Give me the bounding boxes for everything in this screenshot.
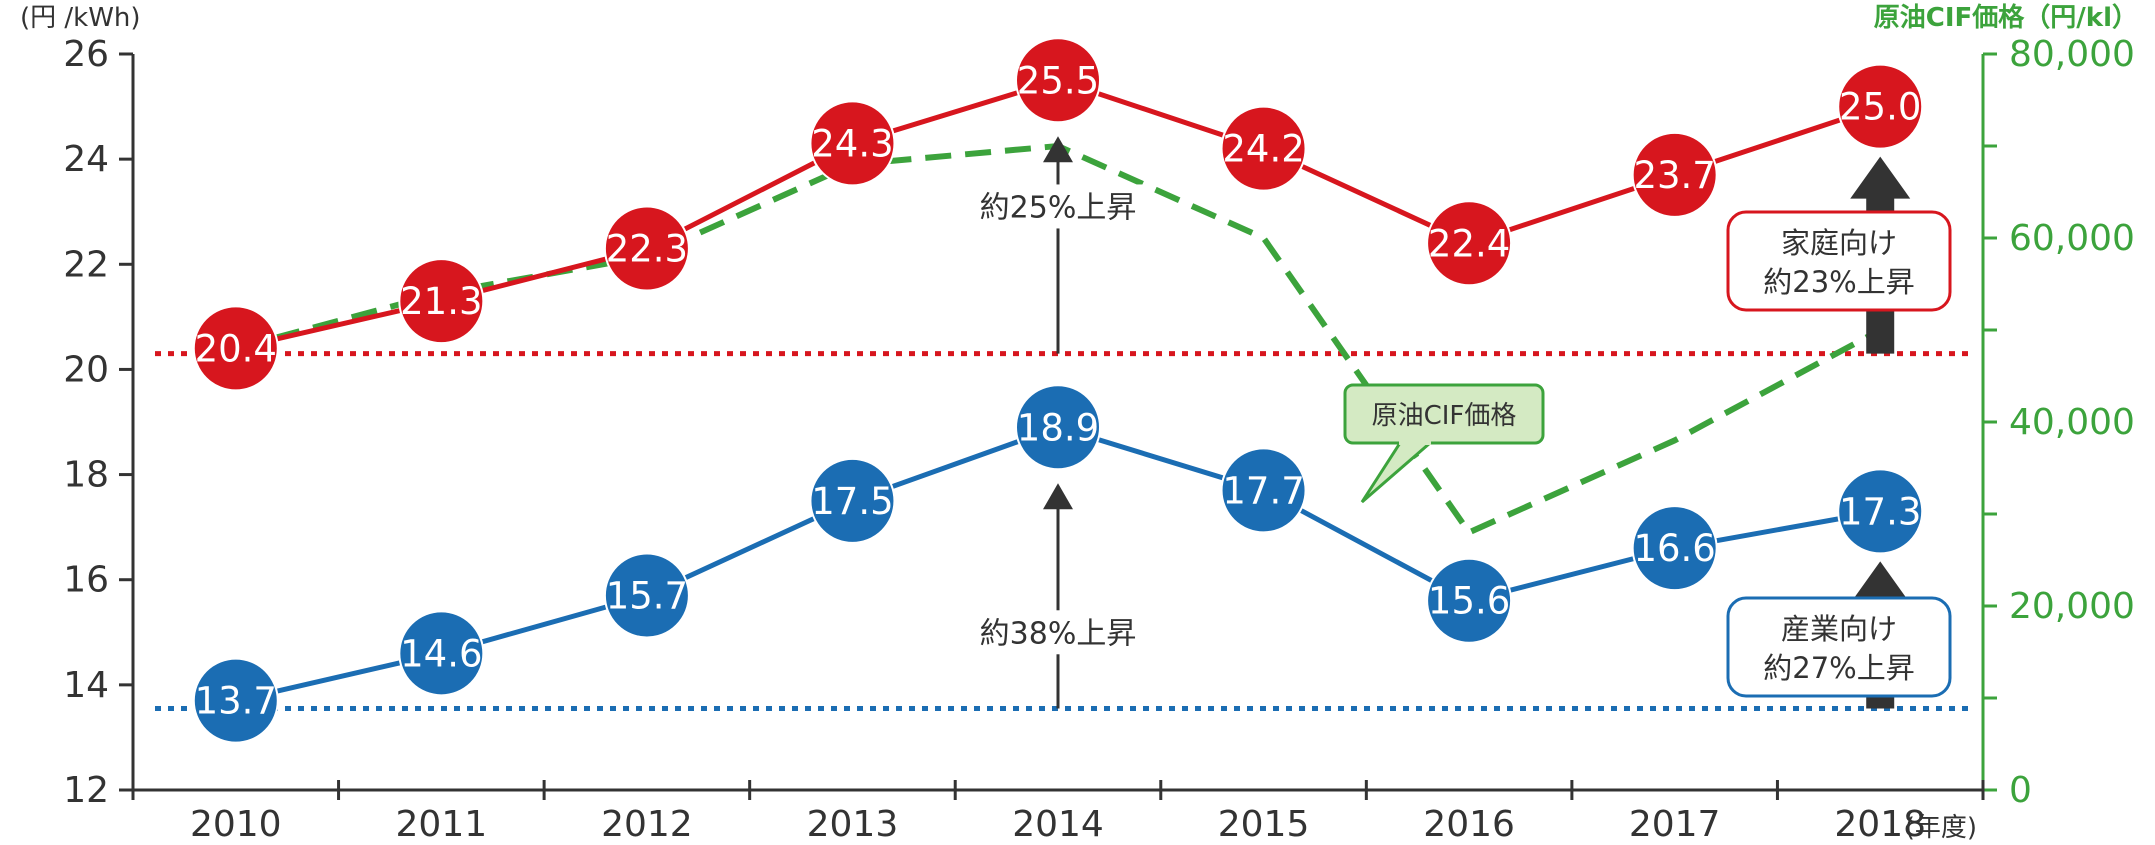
residential-box bbox=[1726, 210, 1952, 312]
industrial-data-label: 17.7 bbox=[1222, 469, 1304, 512]
x-tick-label: 2016 bbox=[1423, 804, 1515, 845]
residential-data-point bbox=[1220, 105, 1307, 192]
industrial-data-point bbox=[1426, 557, 1513, 644]
residential-data-label: 20.4 bbox=[195, 327, 277, 370]
residential-data-point bbox=[1631, 131, 1718, 218]
right-tick-label: 20,000 bbox=[2009, 586, 2135, 627]
industrial-data-point bbox=[1015, 384, 1101, 471]
left-tick-label: 16 bbox=[63, 560, 109, 601]
reference-lines bbox=[155, 351, 1973, 712]
residential-data-point bbox=[192, 305, 279, 392]
left-tick-label: 12 bbox=[63, 770, 109, 811]
residential-data-point bbox=[1015, 37, 1101, 124]
residential-data-label: 22.4 bbox=[1428, 222, 1510, 265]
crude-tag-joint bbox=[1399, 439, 1431, 445]
x-tick-label: 2012 bbox=[601, 804, 693, 845]
left-tick-label: 22 bbox=[63, 244, 109, 285]
industrial-data-label: 14.6 bbox=[400, 632, 482, 675]
crude-tag-box bbox=[1343, 383, 1545, 445]
industrial-data-point bbox=[809, 457, 896, 544]
residential-data-point bbox=[809, 100, 896, 187]
residential-rise-arrow-head bbox=[1043, 136, 1073, 163]
crude-tag-label: 原油CIF価格 bbox=[1372, 401, 1517, 431]
price-series: 20.4 21.3 22.3 24.3 25.5 24.2 22.4 23.7 25.0 13.7… bbox=[192, 37, 1924, 744]
left-tick-label: 18 bbox=[63, 455, 109, 496]
x-axis-unit: (年度) bbox=[1905, 813, 1977, 843]
x-tick-label: 2018 bbox=[1834, 804, 1926, 845]
industrial-data-label: 17.3 bbox=[1839, 490, 1921, 533]
x-tick-label: 2011 bbox=[396, 804, 488, 845]
residential-data-label: 23.7 bbox=[1633, 154, 1715, 197]
residential-data-point bbox=[1837, 63, 1924, 150]
x-tick-label: 2015 bbox=[1218, 804, 1310, 845]
residential-box-rise: 約23%上昇 bbox=[1763, 265, 1914, 299]
left-tick-label: 20 bbox=[63, 349, 109, 390]
left-tick-label: 26 bbox=[63, 34, 109, 75]
residential-data-label: 22.3 bbox=[606, 228, 688, 271]
industrial-data-point bbox=[1631, 505, 1718, 592]
industrial-box-rise: 約27%上昇 bbox=[1763, 651, 1914, 685]
residential-data-label: 21.3 bbox=[400, 280, 482, 323]
residential-data-point bbox=[398, 258, 485, 345]
industrial-box bbox=[1726, 596, 1952, 698]
industrial-rise-arrow-head bbox=[1043, 483, 1073, 510]
residential-data-point bbox=[603, 205, 690, 292]
industrial-data-point bbox=[603, 552, 690, 639]
right-tick-label: 0 bbox=[2009, 770, 2032, 811]
industrial-data-label: 18.9 bbox=[1017, 406, 1099, 449]
industrial-data-point bbox=[1220, 447, 1307, 534]
industrial-data-point bbox=[1837, 468, 1924, 555]
residential-data-label: 25.0 bbox=[1839, 86, 1921, 129]
residential-box-title: 家庭向け bbox=[1781, 226, 1897, 260]
left-tick-label: 24 bbox=[63, 139, 109, 180]
industrial-data-label: 15.7 bbox=[606, 574, 688, 617]
right-tick-label: 80,000 bbox=[2009, 34, 2135, 75]
industrial-data-label: 17.5 bbox=[811, 480, 893, 523]
left-tick-label: 14 bbox=[63, 665, 109, 706]
x-tick-label: 2010 bbox=[190, 804, 282, 845]
industrial-rise-label-bg bbox=[968, 610, 1148, 655]
industrial-box-title: 産業向け bbox=[1781, 612, 1897, 646]
industrial-rise-label: 約38%上昇 bbox=[980, 616, 1137, 651]
right-tick-label: 40,000 bbox=[2009, 402, 2135, 443]
residential-data-point bbox=[1426, 200, 1513, 287]
industrial-data-point bbox=[192, 657, 279, 744]
industrial-data-point bbox=[398, 610, 485, 697]
left-axis-unit: (円 /kWh) bbox=[20, 3, 141, 33]
industrial-data-label: 13.7 bbox=[195, 680, 277, 723]
industrial-data-label: 15.6 bbox=[1428, 580, 1510, 623]
axes: 12 14 16 18 20 22 24 26(円 /kWh) 0 20,000 40,000 60,… bbox=[20, 2, 2138, 845]
x-tick-label: 2014 bbox=[1012, 804, 1104, 845]
residential-data-label: 24.3 bbox=[811, 122, 893, 165]
industrial-data-label: 16.6 bbox=[1633, 527, 1715, 570]
residential-data-label: 24.2 bbox=[1222, 128, 1304, 171]
crude-tag-pointer bbox=[1360, 441, 1435, 504]
residential-rise-label: 約25%上昇 bbox=[980, 190, 1137, 225]
x-tick-label: 2017 bbox=[1629, 804, 1721, 845]
residential-rise-label-bg bbox=[968, 184, 1148, 229]
right-axis-unit: 原油CIF価格（円/kl） bbox=[1874, 2, 2138, 33]
right-tick-label: 60,000 bbox=[2009, 218, 2135, 259]
x-tick-label: 2013 bbox=[807, 804, 899, 845]
residential-data-label: 25.5 bbox=[1017, 59, 1099, 102]
